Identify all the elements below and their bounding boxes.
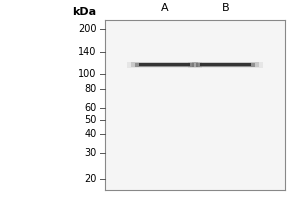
- Text: 200: 200: [78, 24, 97, 34]
- Bar: [200, 63, 251, 66]
- Bar: [135, 63, 194, 67]
- Bar: [127, 62, 202, 68]
- Bar: [131, 62, 198, 67]
- Bar: [188, 62, 263, 68]
- Text: 100: 100: [78, 69, 97, 79]
- Text: 20: 20: [84, 174, 97, 184]
- Text: 40: 40: [84, 129, 97, 139]
- Text: 30: 30: [84, 148, 97, 158]
- Bar: [192, 62, 259, 67]
- Text: A: A: [160, 3, 168, 13]
- Text: 60: 60: [84, 103, 97, 113]
- Text: kDa: kDa: [73, 7, 97, 17]
- Text: 80: 80: [84, 84, 97, 94]
- Text: 140: 140: [78, 47, 97, 57]
- Text: B: B: [222, 3, 230, 13]
- Text: 50: 50: [84, 115, 97, 125]
- Bar: [196, 63, 255, 67]
- Bar: [139, 63, 190, 66]
